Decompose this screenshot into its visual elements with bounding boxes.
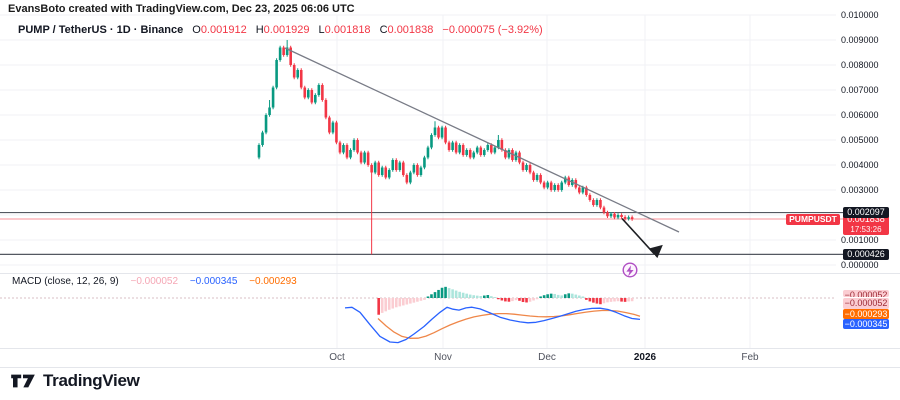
bar-countdown: 17:53:26 xyxy=(850,224,882,234)
price-tick-label: 0.010000 xyxy=(841,10,879,20)
symbol-legend[interactable]: PUMP / TetherUS · 1D · Binance O0.001912 H… xyxy=(18,24,543,36)
macd-signal-value: −0.000293 xyxy=(249,276,297,287)
ohlc-close-label: C xyxy=(379,24,388,36)
time-scale[interactable]: Oct Nov Dec 2026 Feb xyxy=(0,348,836,368)
time-axis-label: Oct xyxy=(329,352,345,363)
price-level-badge: 0.002097 xyxy=(843,207,889,219)
price-tick-label: 0.005000 xyxy=(841,135,879,145)
macd-line-value: −0.000345 xyxy=(189,276,238,287)
time-axis-label: 2026 xyxy=(633,352,657,363)
ohlc-low-value: 0.001818 xyxy=(324,24,371,36)
time-axis-label: Nov xyxy=(434,352,452,363)
change-value: −0.000075 (−3.92%) xyxy=(442,24,543,36)
ohlc-close-value: 0.001838 xyxy=(387,24,434,36)
macd-histogram xyxy=(377,286,634,315)
projection-arrow[interactable] xyxy=(621,217,663,259)
ohlc-low-label: L xyxy=(318,24,325,36)
macd-hist-badge: −0.000052 xyxy=(843,297,889,309)
macd-legend[interactable]: MACD (close, 12, 26, 9) −0.000052 −0.000… xyxy=(12,276,297,287)
price-tick-label: 0.004000 xyxy=(841,160,879,170)
symbol-price-line-label: PUMPUSDT xyxy=(786,213,840,225)
macd-signal-badge: −0.000293 xyxy=(843,308,889,319)
symbol-title[interactable]: PUMP / TetherUS · 1D · Binance xyxy=(18,24,184,36)
tradingview-logo[interactable]: TradingView xyxy=(10,371,140,391)
last-price-value: 0.001838 xyxy=(847,213,885,224)
price-tick-label: 0.006000 xyxy=(841,110,879,120)
time-axis-label: Dec xyxy=(538,352,556,363)
macd-hist-badge-clipped: −0.000052 xyxy=(843,290,889,297)
price-tick-label: 0.000000 xyxy=(841,260,879,270)
tradingview-logo-text: TradingView xyxy=(43,371,140,390)
ohlc-open-label: O xyxy=(192,24,201,36)
price-tick-label: 0.008000 xyxy=(841,60,879,70)
lightning-idea-icon[interactable] xyxy=(622,262,638,278)
ohlc-open-value: 0.001912 xyxy=(200,24,247,36)
grid-lines xyxy=(0,14,836,348)
last-price-badge: 0.001838 17:53:26 xyxy=(843,213,889,235)
time-axis-label: Feb xyxy=(741,352,759,363)
tradingview-logo-icon xyxy=(11,374,35,388)
ohlc-high-value: 0.001929 xyxy=(263,24,310,36)
macd-signal-line xyxy=(377,309,641,339)
candlestick-series xyxy=(257,40,634,255)
macd-main-line xyxy=(344,306,641,344)
price-tick-label: 0.007000 xyxy=(841,85,879,95)
macd-title[interactable]: MACD (close, 12, 26, 9) xyxy=(12,276,119,287)
macd-line-badge: −0.000345 xyxy=(843,318,889,329)
attribution-watermark: EvansBoto created with TradingView.com, … xyxy=(8,3,355,15)
price-level-badge: 0.000426 xyxy=(843,248,889,260)
price-tick-label: 0.009000 xyxy=(841,35,879,45)
horizontal-level-lines xyxy=(0,211,843,255)
descending-trendline[interactable] xyxy=(284,47,680,233)
price-scale[interactable]: 0.001838 17:53:26 −0.000052 −0.000052 −0… xyxy=(836,0,900,368)
price-tick-label: 0.001000 xyxy=(841,235,879,245)
ohlc-high-label: H xyxy=(255,24,264,36)
pane-separators xyxy=(0,273,900,368)
macd-hist-value: −0.000052 xyxy=(130,276,179,287)
price-tick-label: 0.003000 xyxy=(841,185,879,195)
